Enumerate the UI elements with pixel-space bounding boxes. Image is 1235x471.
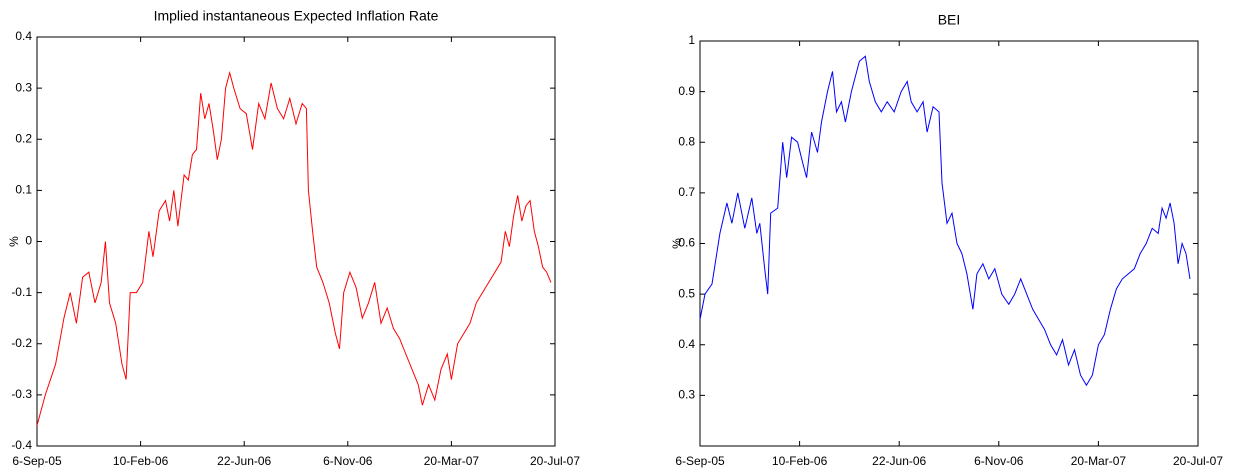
chart: BEI% 0.3 0.4 0.5 0.6 0.7 0.8 0.9 1 6-Sep-05 10-Feb… xyxy=(670,12,1223,468)
x-tick-label: 6-Sep-05 xyxy=(12,454,62,468)
y-tick-label: 0.9 xyxy=(678,84,695,98)
y-tick-label: -0.2 xyxy=(11,336,32,350)
x-tick-label: 20-Mar-07 xyxy=(424,454,480,468)
x-tick-label: 20-Jul-07 xyxy=(1173,454,1223,468)
y-tick-label: 0.1 xyxy=(15,183,32,197)
plot-area xyxy=(36,36,556,447)
y-tick-label: 0.3 xyxy=(15,80,32,94)
y-tick-label: 1 xyxy=(688,33,695,47)
x-tick-label: 20-Mar-07 xyxy=(1071,454,1127,468)
y-tick-label: 0.6 xyxy=(678,236,695,250)
x-tick-label: 6-Sep-05 xyxy=(675,454,725,468)
y-tick-label: 0.5 xyxy=(678,286,695,300)
x-tick-label: 6-Nov-06 xyxy=(974,454,1024,468)
chart: Implied instantaneous Expected Inflation… xyxy=(7,8,580,468)
y-tick-label: 0.8 xyxy=(678,134,695,148)
y-tick-label: 0.7 xyxy=(678,185,695,199)
data-line xyxy=(36,70,552,426)
y-tick-label: 0 xyxy=(25,234,32,248)
x-tick-label: 22-Jun-06 xyxy=(872,454,926,468)
data-line xyxy=(699,55,1191,387)
x-tick-label: 10-Feb-06 xyxy=(772,454,828,468)
x-tick-label: 10-Feb-06 xyxy=(113,454,169,468)
y-axis-label: % xyxy=(7,236,21,247)
y-tick-label: 0.4 xyxy=(15,29,32,43)
x-tick-label: 22-Jun-06 xyxy=(217,454,271,468)
y-tick-label: -0.1 xyxy=(11,285,32,299)
x-tick-label: 6-Nov-06 xyxy=(323,454,373,468)
plot-area xyxy=(699,40,1199,447)
y-axis-label: % xyxy=(670,238,684,249)
chart-title: BEI xyxy=(938,12,961,28)
x-tick-label: 20-Jul-07 xyxy=(530,454,580,468)
y-tick-label: -0.4 xyxy=(11,438,32,452)
y-tick-label: -0.3 xyxy=(11,387,32,401)
chart-title: Implied instantaneous Expected Inflation… xyxy=(154,8,439,24)
y-tick-label: 0.2 xyxy=(15,131,32,145)
y-tick-label: 0.3 xyxy=(678,388,695,402)
y-tick-label: 0.4 xyxy=(678,337,695,351)
